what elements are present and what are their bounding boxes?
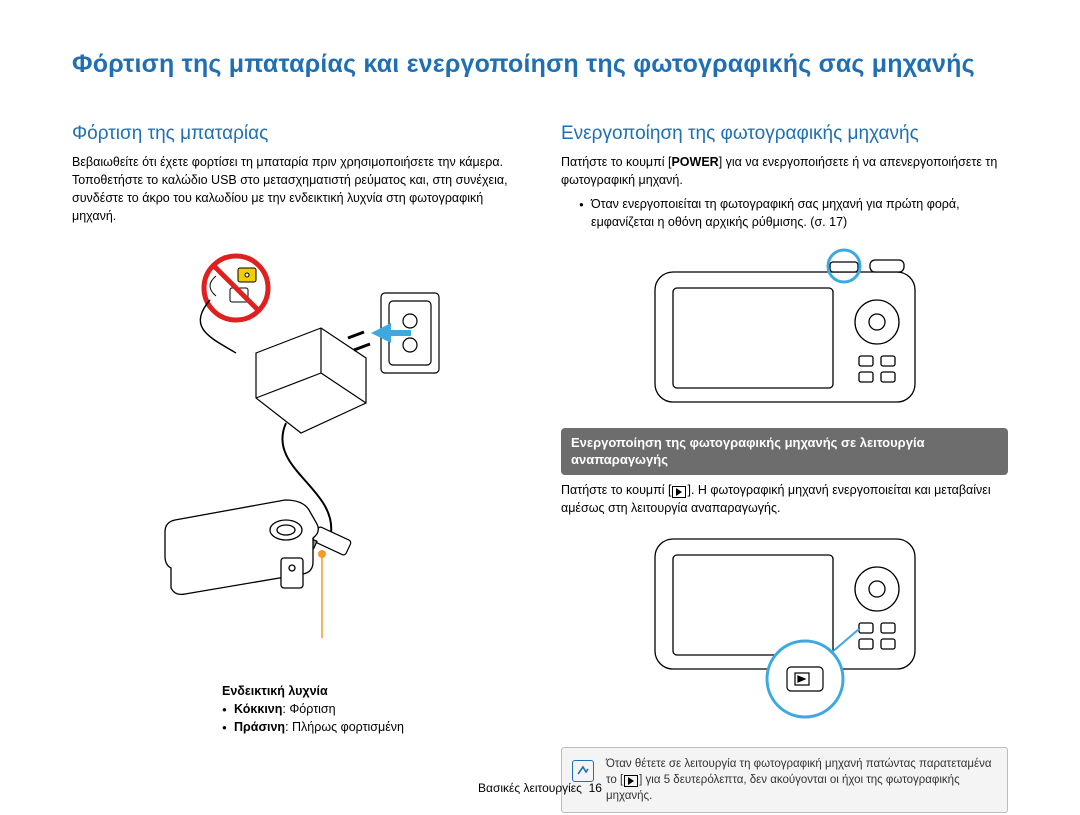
poweron-bullet: Όταν ενεργοποιείται τη φωτογραφική σας μ…	[579, 195, 1008, 231]
indicator-green: Πράσινη: Πλήρως φορτισμένη	[222, 718, 519, 736]
right-column: Ενεργοποίηση της φωτογραφικής μηχανής Πα…	[561, 123, 1008, 813]
note-box: Όταν θέτετε σε λειτουργία τη φωτογραφική…	[561, 747, 1008, 813]
indicator-light-legend: Ενδεικτική λυχνία Κόκκινη: Φόρτιση Πράσι…	[222, 682, 519, 737]
charging-intro: Βεβαιωθείτε ότι έχετε φορτίσει τη μπαταρ…	[72, 153, 519, 226]
heading-poweron: Ενεργοποίηση της φωτογραφικής μηχανής	[561, 123, 1008, 145]
playback-subheading: Ενεργοποίηση της φωτογραφικής μηχανής σε…	[561, 428, 1008, 475]
page-footer: Βασικές λειτουργίες 16	[0, 781, 1080, 795]
left-column: Φόρτιση της μπαταρίας Βεβαιωθείτε ότι έχ…	[72, 123, 519, 813]
indicator-red: Κόκκινη: Φόρτιση	[222, 700, 519, 718]
camera-power-illustration	[561, 244, 1008, 414]
indicator-title: Ενδεικτική λυχνία	[222, 682, 519, 701]
playback-text: Πατήστε το κουμπί []. Η φωτογραφική μηχα…	[561, 481, 1008, 517]
charging-illustration	[72, 238, 519, 668]
page-title: Φόρτιση της μπαταρίας και ενεργοποίηση τ…	[72, 50, 1008, 79]
play-icon	[672, 486, 686, 498]
heading-charging: Φόρτιση της μπαταρίας	[72, 123, 519, 145]
note-icon	[572, 760, 594, 782]
poweron-intro: Πατήστε το κουμπί [POWER] για να ενεργοπ…	[561, 153, 1008, 189]
camera-playback-illustration	[561, 529, 1008, 729]
